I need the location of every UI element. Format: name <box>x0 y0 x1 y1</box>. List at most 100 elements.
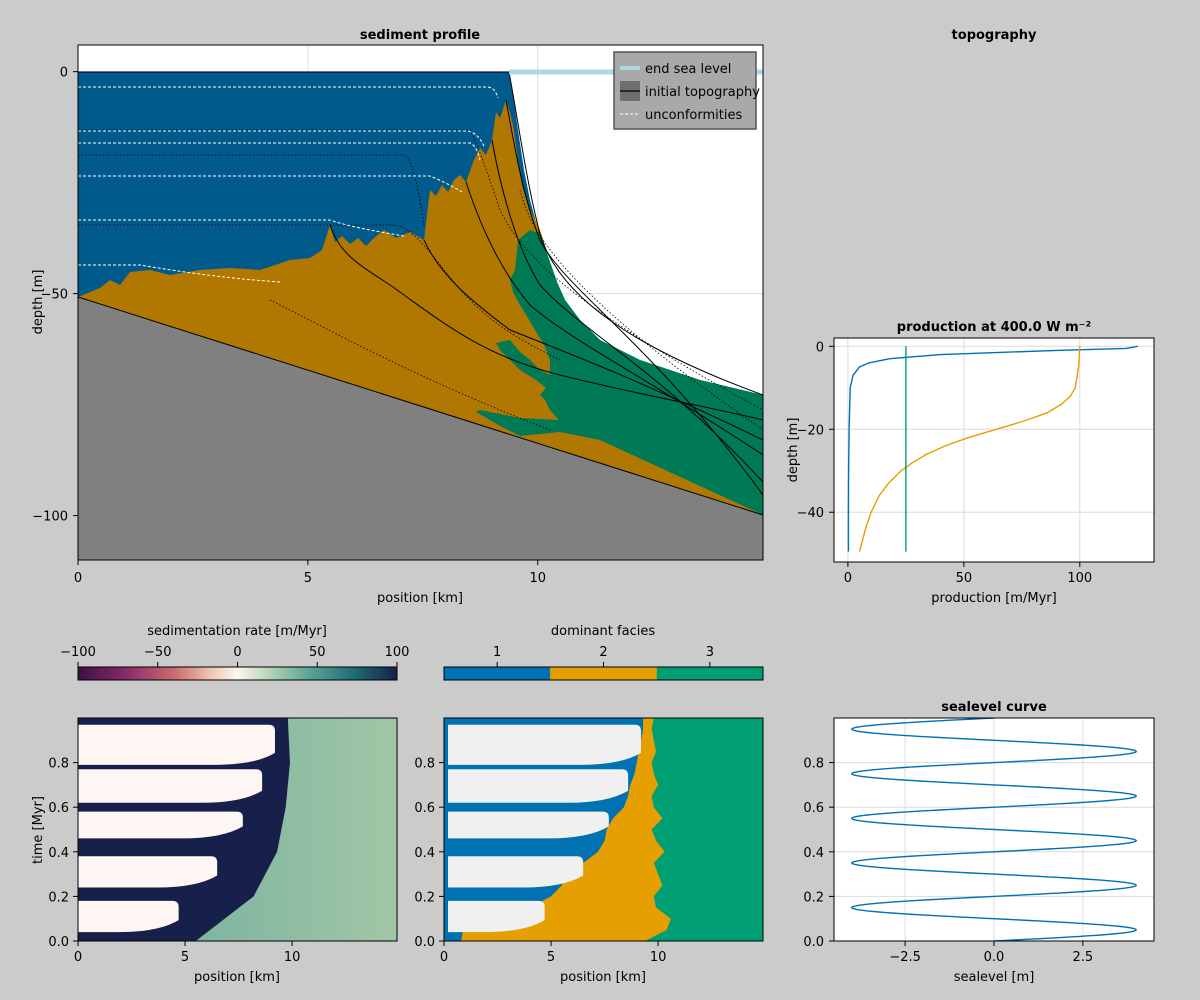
rate-empty-band <box>78 724 275 765</box>
sedimentation-rate-colorbar: sedimentation rate [m/Myr] −100 −50 0 50 100 <box>60 624 409 681</box>
production-xlabel: production [m/Myr] <box>931 591 1056 606</box>
y-tick-label: 0.6 <box>803 801 824 816</box>
colorbar-tick-label: −50 <box>144 645 171 660</box>
sediment-profile-xlabel: position [km] <box>377 591 463 606</box>
dominant-facies-colorbar: dominant facies 1 2 3 <box>443 624 764 681</box>
y-tick-label: 0.0 <box>48 935 69 950</box>
dominant-facies-xlabel: position [km] <box>560 970 646 985</box>
topography-title: topography <box>952 28 1037 43</box>
y-tick-label: 0.6 <box>48 801 69 816</box>
x-tick-label: 5 <box>547 950 555 965</box>
y-tick-label: 0.8 <box>414 757 435 772</box>
colorbar-tick-label: 0 <box>233 645 241 660</box>
x-tick-label: 2.5 <box>1073 950 1094 965</box>
y-tick-label: −20 <box>797 423 824 438</box>
sealevel-xlabel: sealevel [m] <box>954 970 1035 985</box>
production-panel: production at 400.0 W m⁻² 0 50 1000−20−40 … <box>786 320 1155 606</box>
basement <box>78 297 763 560</box>
facies-3-body <box>476 230 763 515</box>
y-tick-label: 0 <box>60 66 68 81</box>
production-facies-1-line <box>847 345 1138 552</box>
dominant-facies-frame <box>443 717 764 942</box>
y-tick-label: 0.2 <box>414 890 435 905</box>
dominant-facies-colorbar-label: dominant facies <box>551 624 655 639</box>
y-tick-label: 0.8 <box>803 757 824 772</box>
production-title: production at 400.0 W m⁻² <box>897 320 1091 335</box>
x-tick-label: 0.0 <box>984 950 1005 965</box>
dominant-facies-ticks: 0 5 10 0.0 0.2 0.4 0.6 0.8 <box>414 757 666 965</box>
sediment-profile-frame <box>77 44 764 561</box>
final-surface-line <box>78 71 763 396</box>
y-tick-label: 0 <box>816 340 824 355</box>
dominant-facies-panel: 0 5 10 0.0 0.2 0.4 0.6 0.8 position [km] <box>414 717 764 985</box>
y-tick-label: 0.4 <box>414 846 435 861</box>
facies-empty-band <box>448 856 584 888</box>
y-tick-label: 0.0 <box>803 935 824 950</box>
colorbar-tick-label: −100 <box>60 645 96 660</box>
production-frame <box>833 337 1155 563</box>
sealevel-title: sealevel curve <box>941 700 1047 715</box>
sediment-profile-panel: sediment profile <box>31 28 764 606</box>
dominant-facies-heatmap <box>444 718 763 941</box>
x-tick-label: 0 <box>74 950 82 965</box>
y-tick-label: 0.8 <box>48 757 69 772</box>
rate-empty-bands <box>78 724 275 933</box>
x-tick-label: 100 <box>1067 571 1092 586</box>
colorbar-tick-label: 50 <box>309 645 326 660</box>
dotted-time-lines <box>78 129 763 431</box>
y-tick-label: 0.4 <box>803 846 824 861</box>
colorbar-facies-3 <box>656 667 763 680</box>
facies-empty-band <box>448 900 545 933</box>
facies-empty-band <box>448 724 641 765</box>
x-tick-label: −2.5 <box>889 950 921 965</box>
legend-label-unconformities: unconformities <box>645 108 742 123</box>
colorbar-tick-label: 3 <box>706 645 714 660</box>
y-tick-label: 0.2 <box>48 890 69 905</box>
sedimentation-rate-panel: 0 5 10 0.0 0.2 0.4 0.6 0.8 position [km] time [… <box>31 717 398 985</box>
sedimentation-rate-ylabel: time [Myr] <box>31 796 46 864</box>
initial-topography-line <box>78 296 763 516</box>
rate-empty-band <box>78 811 243 839</box>
topography-panel: topography <box>952 28 1037 43</box>
sealevel-panel: sealevel curve −2.5 0.0 2.5 0.0 0.2 0.4 0.6 0.8… <box>803 700 1155 985</box>
production-plot-area <box>834 338 1154 562</box>
legend-label-initial-topography: initial topography <box>645 85 760 100</box>
facies-empty-band <box>448 811 609 839</box>
colorbar-tick-label: 1 <box>493 645 501 660</box>
dominant-facies-colorbar-ticks: 1 2 3 <box>493 645 714 667</box>
sealevel-ticks: −2.5 0.0 2.5 0.0 0.2 0.4 0.6 0.8 <box>803 757 1093 965</box>
x-tick-label: 5 <box>304 571 312 586</box>
rate-empty-band <box>78 856 218 888</box>
sedimentation-rate-frame <box>77 717 398 942</box>
x-tick-label: 5 <box>181 950 189 965</box>
rate-empty-band <box>78 769 263 803</box>
facies-empty-band <box>448 769 629 803</box>
x-tick-label: 0 <box>844 571 852 586</box>
facies-2-body <box>78 100 763 515</box>
y-tick-label: −40 <box>797 506 824 521</box>
x-tick-label: 10 <box>284 950 301 965</box>
legend-label-sea-level: end sea level <box>645 62 731 77</box>
x-tick-label: 0 <box>74 571 82 586</box>
sedimentation-rate-heatmap <box>78 718 397 941</box>
y-tick-label: −50 <box>41 288 68 303</box>
production-ticks: 0 50 100 0 −20 −40 <box>797 340 1093 586</box>
sedimentation-rate-ticks: 0 5 10 0.0 0.2 0.4 0.6 0.8 <box>48 757 300 965</box>
sedimentation-rate-colorbar-gradient <box>77 666 398 681</box>
y-tick-label: −100 <box>32 510 68 525</box>
y-tick-label: 0.0 <box>414 935 435 950</box>
facies-empty-bands <box>448 724 641 933</box>
colorbar-facies-2 <box>550 667 657 680</box>
y-tick-label: 0.4 <box>48 846 69 861</box>
x-tick-label: 0 <box>440 950 448 965</box>
x-tick-label: 10 <box>650 950 667 965</box>
rate-empty-band <box>78 900 179 933</box>
legend-box <box>613 51 757 130</box>
sedimentation-rate-colorbar-ticks: −100 −50 0 50 100 <box>60 645 409 667</box>
time-lines <box>329 99 763 496</box>
x-tick-label: 10 <box>529 571 546 586</box>
sediment-profile-ticks: 0 5 10 0 −50 −100 <box>32 66 546 586</box>
sediment-profile-legend: end sea level initial topography unconfo… <box>613 51 760 130</box>
sediment-profile-layers <box>78 69 763 560</box>
